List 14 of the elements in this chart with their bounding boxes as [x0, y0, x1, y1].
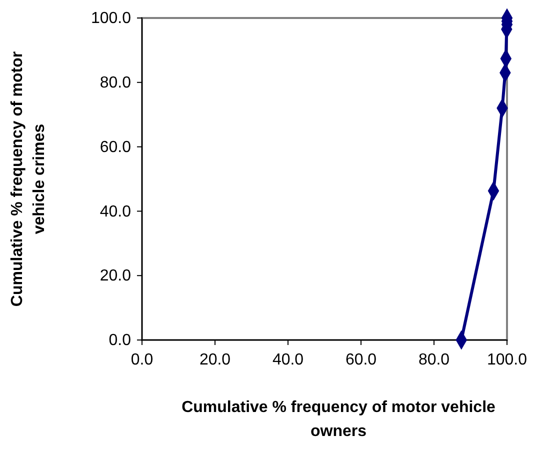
x-tick-label: 100.0 — [486, 351, 528, 368]
y-tick-label: 60.0 — [100, 138, 132, 156]
y-tick-label: 80.0 — [100, 74, 132, 92]
x-tick-label: 40.0 — [272, 351, 304, 368]
x-tick-label: 0.0 — [130, 351, 154, 368]
y-tick-label: 20.0 — [100, 268, 132, 285]
x-tick-label: 20.0 — [199, 351, 231, 368]
x-axis-title: Cumulative % frequency of motor vehicle owners — [182, 399, 496, 440]
x-tick-label: 80.0 — [418, 351, 450, 368]
y-tick-label: 100.0 — [90, 10, 132, 28]
y-tick-label: 40.0 — [100, 203, 132, 220]
y-tick-label: 0.0 — [108, 332, 132, 350]
y-axis-title: Cumulative % frequency of motor vehicle crimes — [9, 51, 48, 307]
x-tick-label: 60.0 — [345, 351, 377, 368]
